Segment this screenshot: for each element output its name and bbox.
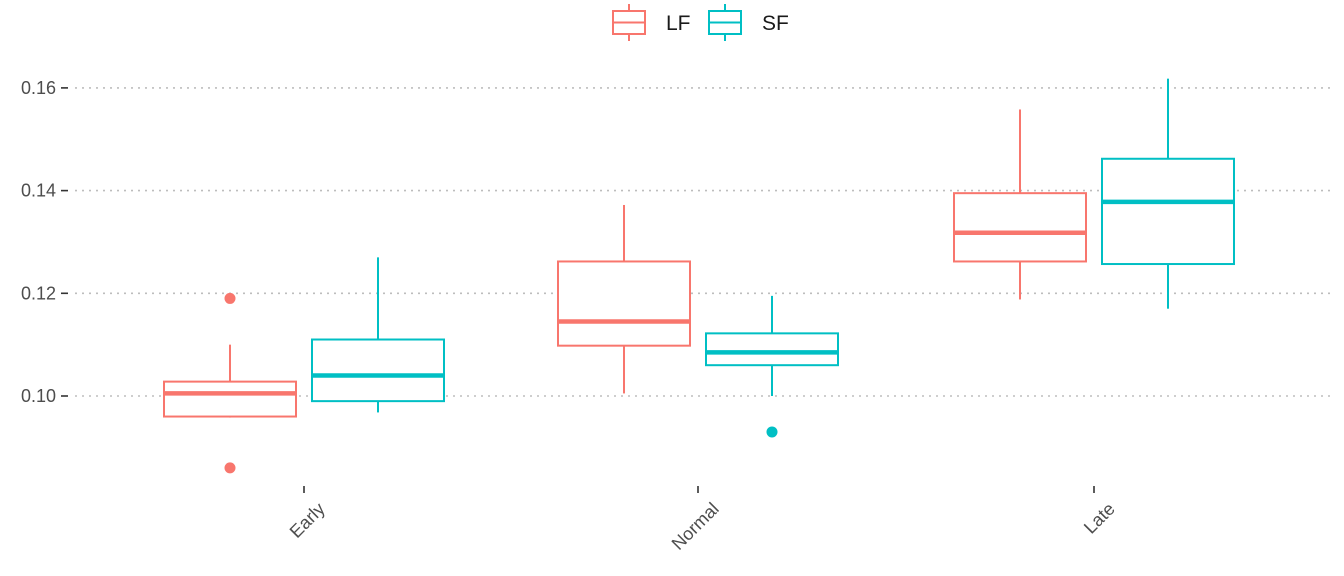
box-series <box>163 78 1235 474</box>
x-axis: Early Normal Late <box>286 486 1119 554</box>
box-lf-early <box>163 292 297 474</box>
box-iqr <box>311 338 445 403</box>
y-tick-label: 0.10 <box>21 386 56 406</box>
box-sf-late <box>1101 78 1235 309</box>
box-lf-late <box>953 109 1087 300</box>
x-tick-label-late: Late <box>1080 499 1119 538</box>
y-tick-label: 0.12 <box>21 283 56 303</box>
box-iqr <box>163 380 297 418</box>
x-tick-label-normal: Normal <box>668 499 723 554</box>
legend-label: LF <box>666 12 691 35</box>
box-iqr <box>953 192 1087 263</box>
legend-label: SF <box>762 12 789 35</box>
y-tick-label: 0.14 <box>21 181 56 201</box>
box-iqr <box>557 260 691 347</box>
box-lf-normal <box>557 204 691 394</box>
legend-item-sf: SF <box>708 4 789 41</box>
y-tick-label: 0.16 <box>21 78 56 98</box>
y-axis: 0.10 0.12 0.14 0.16 <box>21 78 68 406</box>
box-sf-early <box>311 257 445 413</box>
legend-item-lf: LF <box>612 4 691 41</box>
box-sf-normal <box>705 295 839 438</box>
box-iqr <box>705 332 839 367</box>
legend: LF SF <box>612 4 789 41</box>
outlier-point <box>766 426 778 438</box>
outlier-point <box>224 292 236 304</box>
outlier-point <box>224 462 236 474</box>
x-tick-label-early: Early <box>286 499 329 542</box>
box-iqr <box>1101 157 1235 266</box>
